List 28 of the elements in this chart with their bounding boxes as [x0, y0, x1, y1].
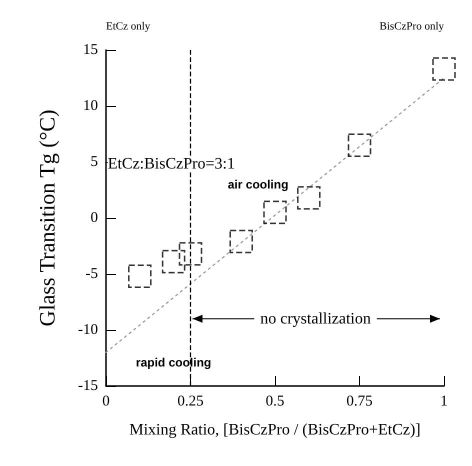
y-tick-label: 15	[83, 42, 98, 58]
point	[178, 242, 202, 266]
point	[432, 57, 456, 81]
annotation: no crystallization	[260, 310, 371, 328]
y-axis-title: Glass Transition Tg (°C)	[34, 110, 60, 326]
point	[162, 250, 186, 274]
x-tick-label: 0.75	[346, 394, 373, 410]
annotation: rapid cooling	[136, 355, 212, 370]
point	[297, 186, 321, 210]
x-tick-label: 0.5	[266, 394, 284, 410]
point	[348, 133, 372, 157]
text: BisCzPro only	[380, 20, 444, 32]
y-tick-label: 5	[90, 154, 98, 170]
y-tick-label: 10	[83, 98, 98, 114]
x-axis-title: Mixing Ratio, [BisCzPro / (BisCzPro+EtCz)]	[129, 422, 421, 438]
point	[229, 230, 253, 254]
point	[128, 264, 152, 288]
x-tick-label: 1	[440, 394, 448, 410]
annotation: EtCz:BisCzPro=3:1	[108, 156, 235, 173]
x-tick-label: 0	[102, 394, 110, 410]
x-tick-label: 0.25	[177, 394, 204, 410]
y-tick-label: -10	[78, 322, 98, 338]
annotation: air cooling	[228, 177, 288, 192]
text: EtCz only	[106, 20, 151, 32]
y-tick-label: 0	[90, 210, 98, 226]
y-tick-label: -5	[86, 266, 98, 282]
point	[263, 200, 287, 224]
y-tick-label: -15	[78, 378, 98, 394]
